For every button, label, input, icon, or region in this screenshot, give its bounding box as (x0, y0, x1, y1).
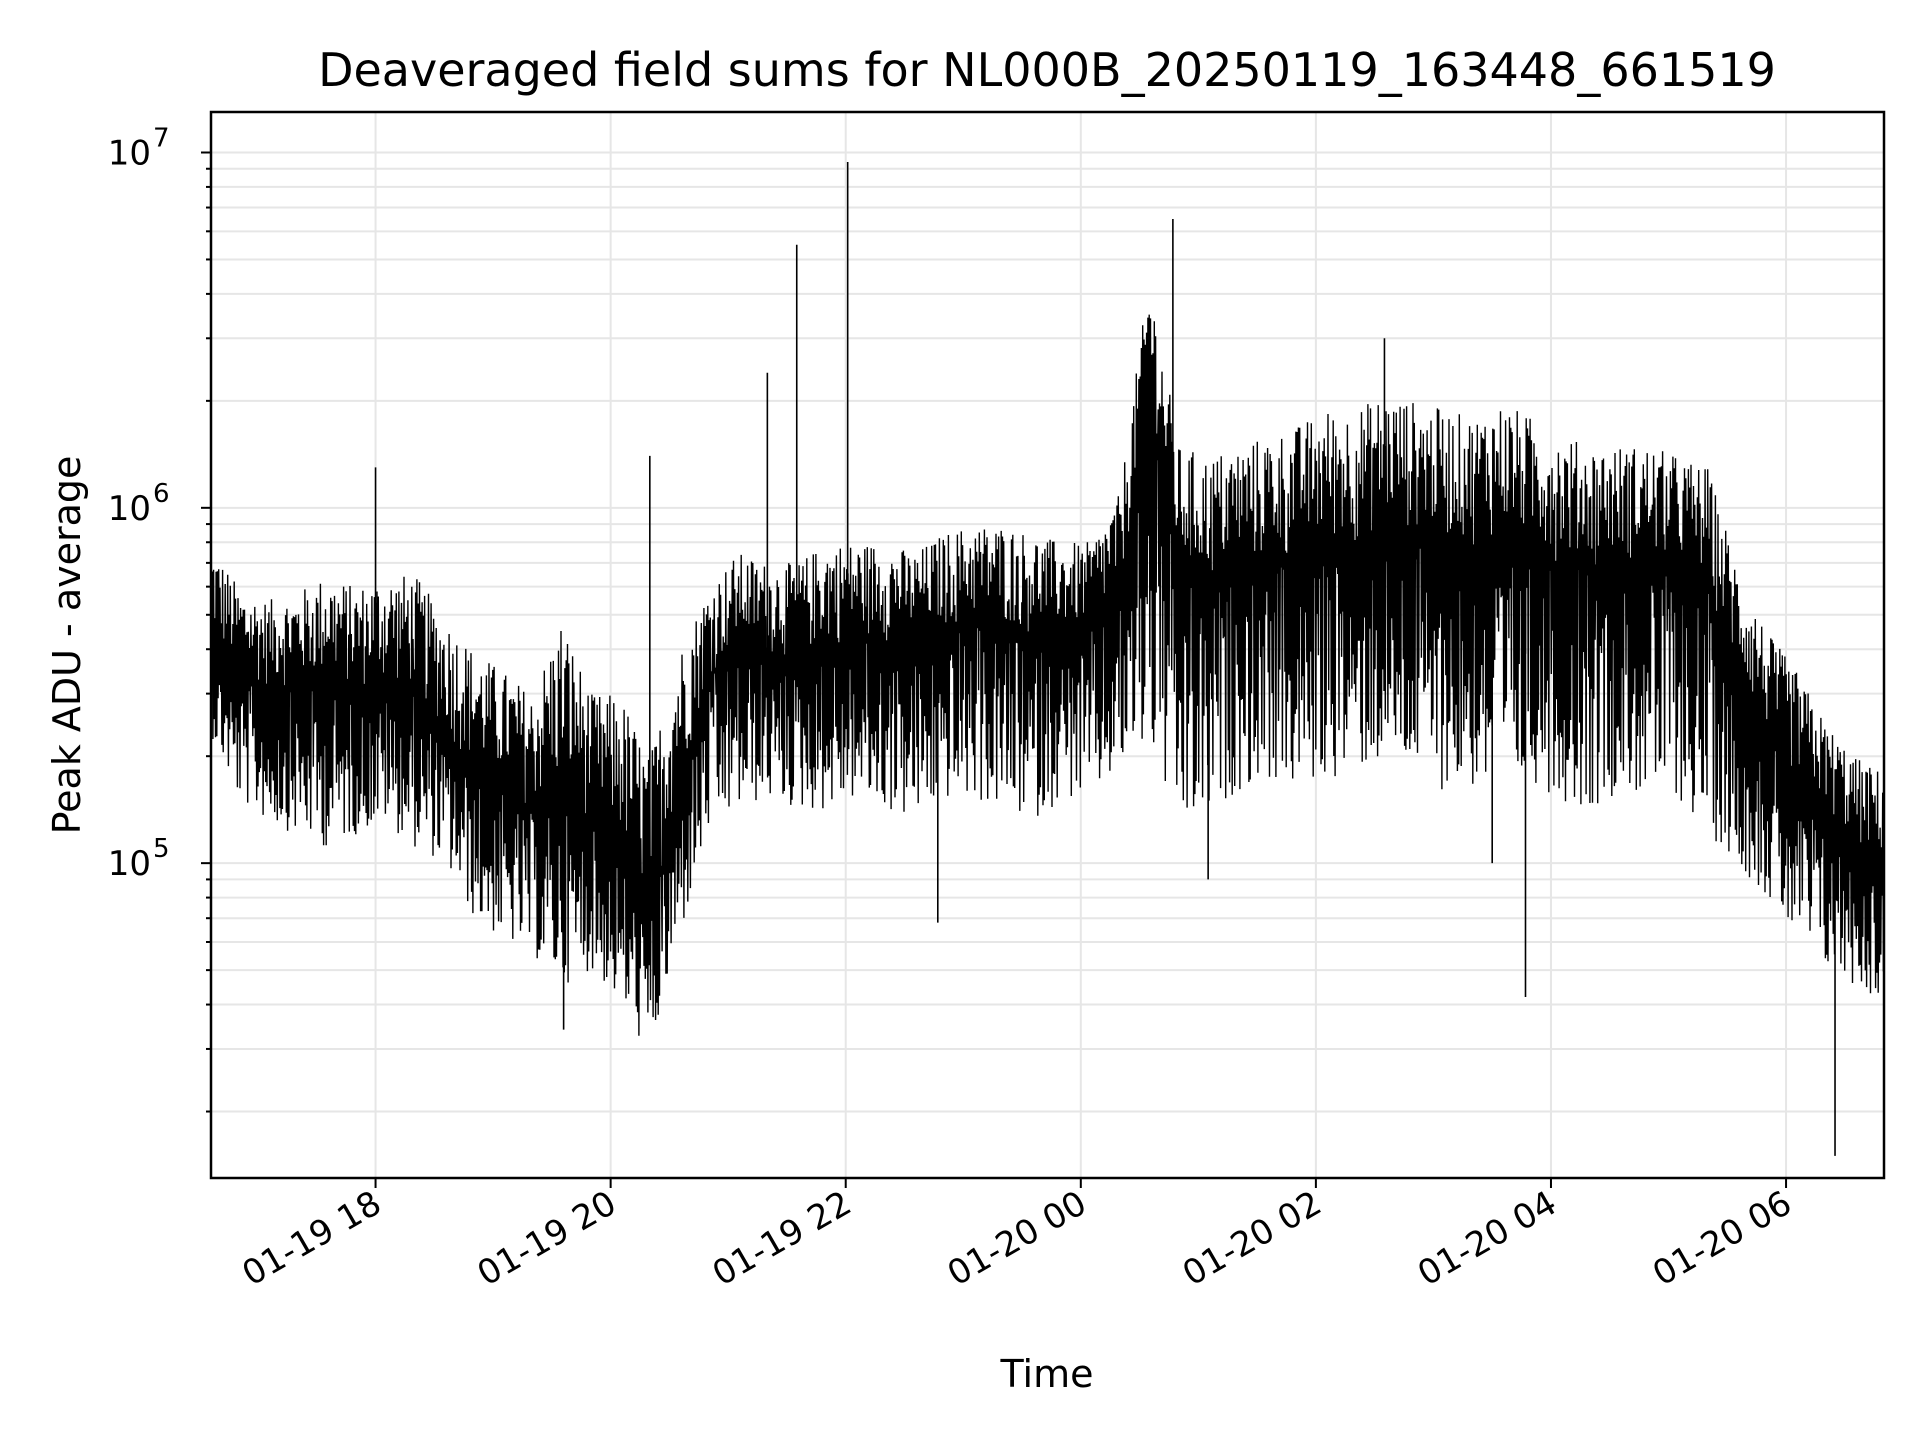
y-axis-label: Peak ADU - average (45, 456, 89, 835)
chart-title: Deaveraged field sums for NL000B_2025011… (318, 43, 1776, 97)
y-tick-exponent: 7 (153, 123, 170, 153)
x-axis-label: Time (1000, 1352, 1094, 1396)
y-tick-label: 10 (108, 133, 151, 173)
series-line (210, 314, 1885, 1036)
y-tick-exponent: 5 (153, 834, 170, 864)
data-series (210, 162, 1885, 1156)
y-tick-exponent: 6 (153, 479, 170, 509)
y-tick-label: 10 (108, 489, 151, 529)
plot-frame (209, 110, 1886, 1180)
y-tick-label: 10 (108, 844, 151, 884)
